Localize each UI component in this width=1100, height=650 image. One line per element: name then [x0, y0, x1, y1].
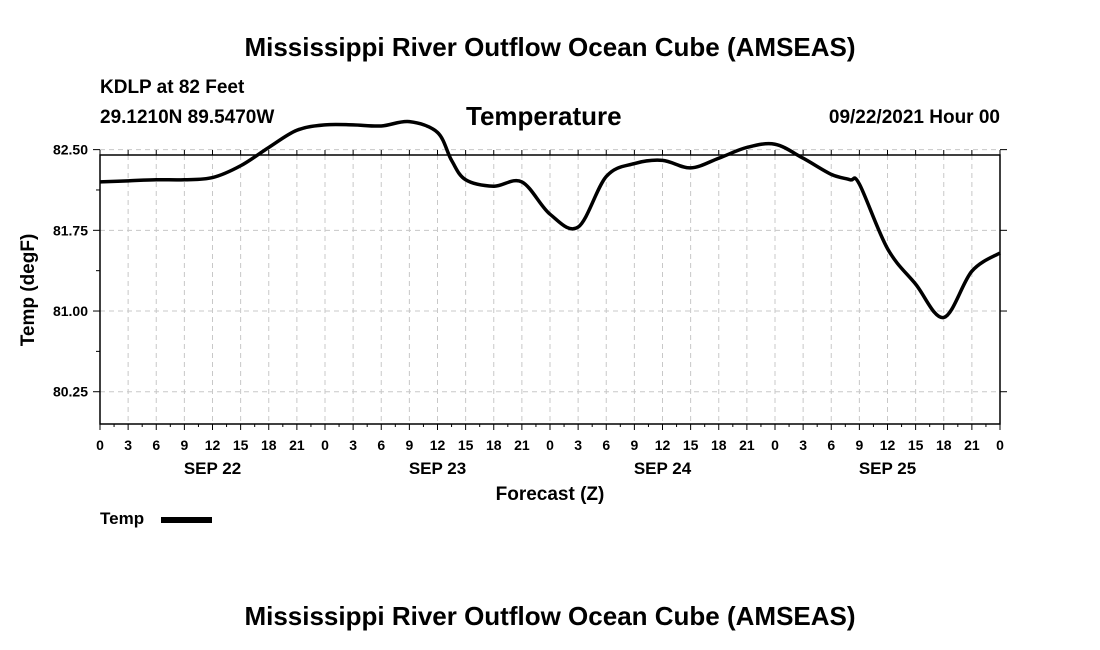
- x-tick-label: 0: [546, 437, 554, 453]
- x-tick-label: 0: [996, 437, 1004, 453]
- footer-title: Mississippi River Outflow Ocean Cube (AM…: [244, 601, 856, 631]
- x-tick-label: 18: [261, 437, 277, 453]
- day-label: SEP 23: [409, 459, 466, 478]
- y-tick-label: 81.75: [53, 222, 88, 238]
- x-tick-label: 3: [574, 437, 582, 453]
- series-line-temp: [99, 119, 1001, 320]
- y-tick-label: 82.50: [53, 142, 88, 158]
- x-tick-label: 15: [458, 437, 474, 453]
- day-label: SEP 25: [859, 459, 916, 478]
- legend-label: Temp: [100, 509, 145, 528]
- x-tick-label: 6: [377, 437, 385, 453]
- x-tick-label: 18: [486, 437, 502, 453]
- x-tick-label: 6: [827, 437, 835, 453]
- day-label: SEP 22: [184, 459, 241, 478]
- x-tick-label: 21: [514, 437, 530, 453]
- x-tick-label: 9: [405, 437, 413, 453]
- y-tick-label: 81.00: [53, 303, 88, 319]
- x-tick-label: 3: [124, 437, 132, 453]
- chart-title: Temperature: [466, 101, 622, 131]
- x-tick-label: 18: [936, 437, 952, 453]
- x-tick-label: 21: [289, 437, 305, 453]
- x-tick-label: 9: [855, 437, 863, 453]
- x-tick-label: 15: [683, 437, 699, 453]
- x-tick-label: 6: [602, 437, 610, 453]
- page-title: Mississippi River Outflow Ocean Cube (AM…: [244, 32, 856, 62]
- x-tick-label: 0: [771, 437, 779, 453]
- x-tick-label: 21: [964, 437, 980, 453]
- x-tick-label: 3: [799, 437, 807, 453]
- x-tick-label: 18: [711, 437, 727, 453]
- x-tick-label: 12: [655, 437, 671, 453]
- x-tick-label: 15: [908, 437, 924, 453]
- day-label: SEP 24: [634, 459, 692, 478]
- x-tick-label: 21: [739, 437, 755, 453]
- x-tick-label: 0: [96, 437, 104, 453]
- x-tick-label: 9: [180, 437, 188, 453]
- x-tick-label: 3: [349, 437, 357, 453]
- x-tick-label: 9: [630, 437, 638, 453]
- x-tick-label: 15: [233, 437, 249, 453]
- x-tick-label: 0: [321, 437, 329, 453]
- station-label: KDLP at 82 Feet: [100, 77, 245, 98]
- x-tick-label: 12: [205, 437, 221, 453]
- x-tick-label: 6: [152, 437, 160, 453]
- y-axis-title: Temp (degF): [18, 234, 39, 347]
- legend-swatch: [161, 517, 212, 523]
- run-time-label: 09/22/2021 Hour 00: [828, 107, 1000, 128]
- coordinates-label: 29.1210N 89.5470W: [100, 107, 275, 128]
- y-tick-label: 80.25: [53, 384, 88, 400]
- x-axis-title: Forecast (Z): [496, 484, 605, 505]
- x-tick-label: 12: [430, 437, 446, 453]
- x-tick-label: 12: [880, 437, 896, 453]
